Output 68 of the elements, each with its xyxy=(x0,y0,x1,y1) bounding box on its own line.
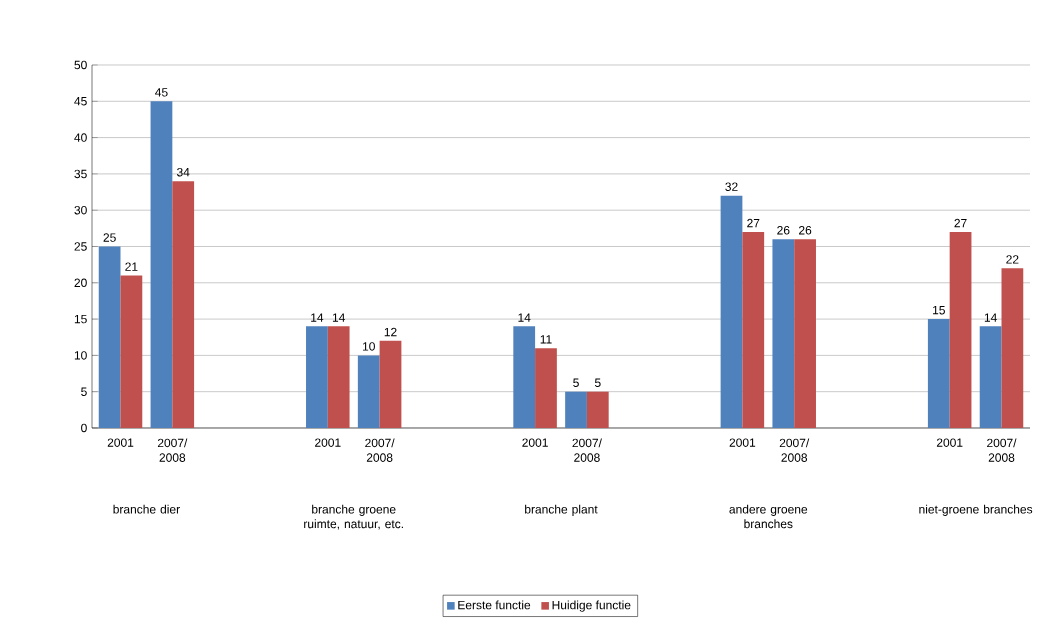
text: branche dier xyxy=(113,504,180,514)
bar xyxy=(794,239,816,428)
bar xyxy=(306,326,328,428)
data-label: 14 xyxy=(984,313,997,322)
y-tick-label: 45 xyxy=(74,97,87,106)
data-label: 27 xyxy=(747,218,760,228)
text: branche plant xyxy=(525,504,598,516)
bar xyxy=(513,326,536,428)
bar xyxy=(357,355,380,428)
bar xyxy=(327,326,350,428)
y-tick-label: 10 xyxy=(74,351,87,360)
y-tick-label: 5 xyxy=(81,387,87,396)
text: niet-groene branches xyxy=(919,504,1033,516)
y-tick-label: 15 xyxy=(74,314,87,324)
bar xyxy=(120,275,143,428)
data-label: 5 xyxy=(573,378,579,387)
data-label: 5 xyxy=(594,378,601,387)
bar xyxy=(535,348,557,428)
y-tick-label: 35 xyxy=(74,169,87,179)
x-tick-label: 2001 xyxy=(729,438,756,447)
y-tick-label: 0 xyxy=(81,423,87,433)
x-tick-label: 2007/ 2008 xyxy=(365,438,395,462)
bar xyxy=(586,391,609,428)
bar xyxy=(979,326,1002,428)
data-label: 21 xyxy=(125,262,138,271)
data-label: 26 xyxy=(799,226,812,235)
x-tick-label: 2007/ 2008 xyxy=(779,438,810,462)
x-tick-label: 2001 xyxy=(315,438,341,447)
bar xyxy=(742,231,765,428)
x-tick-label: 2007/ 2008 xyxy=(157,438,188,462)
data-label: 45 xyxy=(155,88,168,97)
x-tick-label: 2001 xyxy=(936,438,963,447)
x-tick-label: 2001 xyxy=(522,438,548,447)
data-label: 22 xyxy=(1006,255,1019,264)
bar xyxy=(772,239,795,428)
y-tick-label: 20 xyxy=(74,278,87,288)
data-label: 11 xyxy=(540,335,552,344)
y-tick-label: 30 xyxy=(74,205,87,215)
data-label: 14 xyxy=(311,313,324,322)
bar xyxy=(98,246,121,428)
data-label: 34 xyxy=(177,167,190,177)
y-tick-label: 50 xyxy=(74,60,87,70)
bar xyxy=(565,391,587,428)
bar xyxy=(1001,268,1024,428)
text: andere groene branches xyxy=(729,504,808,529)
data-label: 32 xyxy=(725,182,738,191)
bar xyxy=(172,181,195,428)
legend-label: Eerste functie xyxy=(458,600,531,610)
bar xyxy=(720,195,743,428)
data-label: 12 xyxy=(384,327,397,337)
bar xyxy=(927,319,950,428)
data-label: 10 xyxy=(362,342,375,351)
x-tick-label: 2007/ 2008 xyxy=(987,438,1017,462)
x-tick-label: 2007/ 2008 xyxy=(572,438,602,462)
y-tick-label: 40 xyxy=(74,133,87,142)
bar xyxy=(379,340,402,428)
bar xyxy=(949,231,972,428)
data-label: 15 xyxy=(933,306,945,315)
data-label: 27 xyxy=(954,218,967,228)
y-tick-label: 25 xyxy=(74,242,87,251)
x-tick-label: 2001 xyxy=(107,438,134,447)
legend-label: Huidige functie xyxy=(552,600,631,612)
data-label: 26 xyxy=(777,226,790,235)
text: branche groene ruimte, natuur, etc. xyxy=(304,504,403,530)
data-label: 25 xyxy=(103,233,116,242)
data-label: 14 xyxy=(332,313,345,322)
bar xyxy=(150,101,173,428)
data-label: 14 xyxy=(518,313,531,322)
